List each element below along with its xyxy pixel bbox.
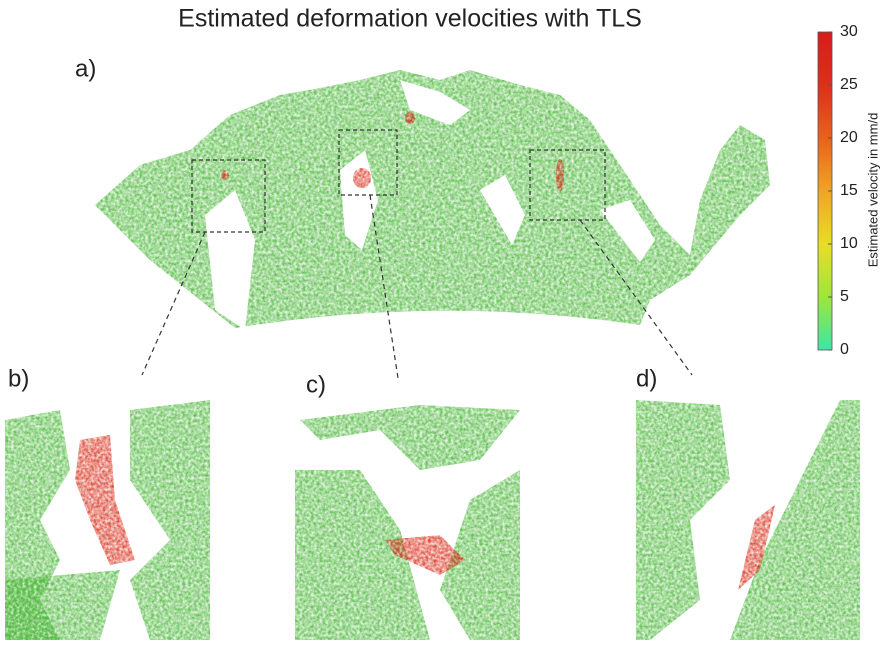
panel-label: d) — [636, 365, 657, 392]
panel-label: a) — [75, 55, 96, 82]
zoom-box — [529, 149, 606, 221]
leader-line — [141, 231, 206, 376]
point-cloud-c — [295, 405, 520, 640]
tick-label: 25 — [840, 76, 858, 93]
leader-line — [579, 219, 693, 376]
zoom-box — [338, 129, 398, 196]
point-cloud-d — [636, 400, 860, 640]
tick-label: 0 — [840, 341, 849, 358]
tick-label: 10 — [840, 235, 858, 252]
tick-label: 5 — [840, 288, 849, 305]
tick-label: 15 — [840, 182, 858, 199]
title: Estimated deformation velocities with TL… — [178, 5, 642, 33]
zoom-box — [191, 159, 266, 233]
point-cloud-a — [95, 70, 770, 330]
tick-label: 20 — [840, 129, 858, 146]
panel-label: b) — [8, 365, 29, 392]
point-cloud-b — [5, 400, 210, 640]
colorbar-label: Estimated velocity in mm/d — [865, 113, 880, 268]
tick-label: 30 — [840, 23, 858, 40]
leader-line — [369, 194, 399, 379]
panel-label: c) — [306, 371, 326, 398]
